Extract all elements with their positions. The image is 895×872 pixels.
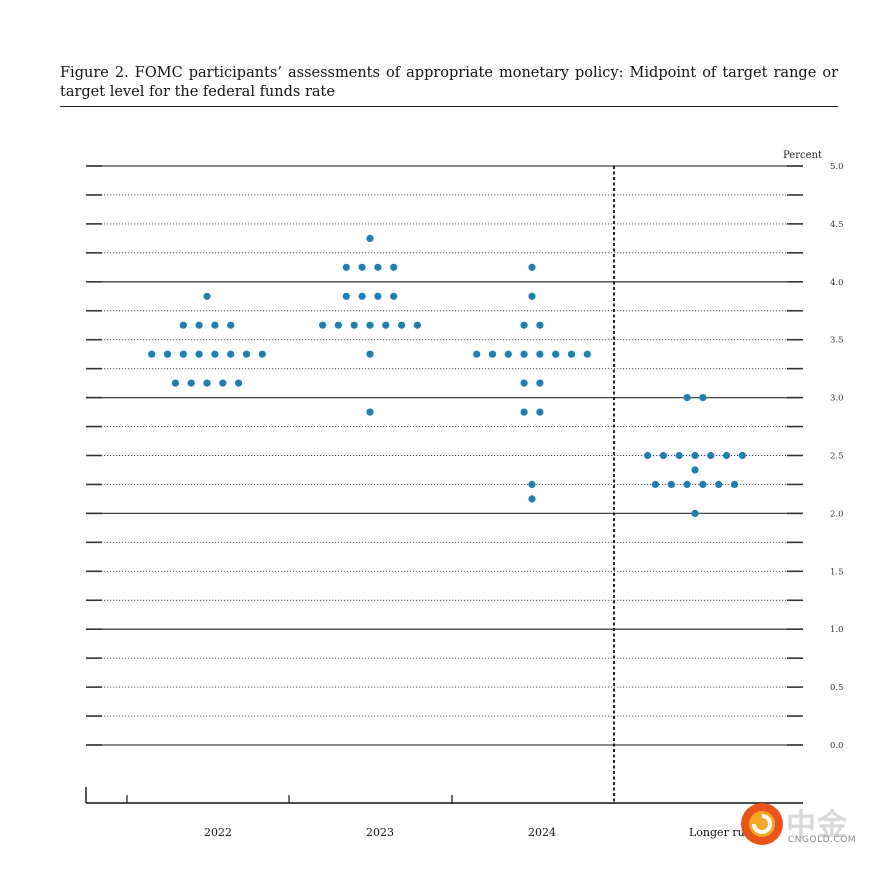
data-dot [699,394,707,402]
data-dot [683,394,691,402]
data-dot [488,350,497,358]
data-dot [342,263,350,271]
axis-labels: 0.0 0.5 1.0 1.5 2.0 2.5 3.0 3.5 4.0 4.5 5.0 Percent… [204,150,844,839]
data-dot [334,321,342,329]
data-dot [203,292,211,300]
y-tick-label: 5.0 [830,162,844,172]
data-dot [219,379,227,387]
logo-icon [741,803,783,845]
data-dot [473,350,481,358]
data-dot [366,234,374,242]
data-dot [667,480,675,488]
data-dot [528,292,536,300]
caption-rule [60,106,838,107]
data-dot [520,408,528,416]
y-tick-label: 4.5 [830,220,844,230]
data-dot [528,480,536,488]
data-dot [211,350,219,358]
data-dot [203,379,211,387]
data-dot [366,350,374,358]
data-dot [536,321,544,329]
data-dot [382,321,390,329]
data-dot [366,408,374,416]
data-dot [211,321,219,329]
data-dot [227,350,235,358]
data-dot [536,408,544,416]
y-tick-label: 3.0 [830,394,844,404]
data-dot [536,379,544,387]
data-dot [675,451,683,460]
data-dot [683,480,691,488]
data-dot [738,451,747,460]
data-dot [171,379,179,387]
data-dot [242,350,251,358]
data-dot [715,480,723,488]
y-tick-label: 3.5 [830,336,844,346]
y-tick-label: 0.5 [830,683,844,693]
x-tick-label: 2022 [204,826,232,839]
dots [148,234,747,517]
data-dot [691,451,699,460]
data-dot [342,292,350,300]
data-dot [644,451,652,460]
y-tick-label: 0.0 [830,741,844,751]
data-dot [398,321,406,329]
data-dot [319,321,327,329]
data-dot [195,350,203,358]
data-dot [195,321,203,329]
data-dot [567,350,576,358]
y-axis-label: Percent [783,150,822,161]
data-dot [528,495,536,503]
data-dot [358,263,366,271]
watermark-brand: 中金 [786,808,848,843]
data-dot [187,379,195,387]
data-dot [227,321,235,329]
data-dot [179,350,187,358]
data-dot [350,321,358,329]
data-dot [390,263,398,271]
data-dot [691,466,699,474]
data-dot [536,350,544,358]
y-tick-label: 2.5 [830,452,844,462]
data-dot [699,480,707,488]
data-dot [358,292,366,300]
data-dot [504,350,512,358]
data-dot [258,350,266,358]
data-dot [723,451,731,460]
figure-caption: Figure 2. FOMC participants’ assessments… [60,65,838,100]
data-dot [374,263,382,271]
data-dot [390,292,398,300]
data-dot [659,451,668,460]
data-dot [730,480,739,488]
data-dot [528,263,536,271]
y-tick-label: 1.0 [830,625,844,635]
data-dot [413,321,421,329]
data-dot [366,321,374,329]
x-tick-label: 2023 [366,826,394,839]
data-dot [374,292,382,300]
data-dot [235,379,243,387]
data-dot [163,350,172,358]
data-dot [552,350,560,358]
watermark-domain: CNGOLD.COM [788,835,857,845]
x-tick-label: 2024 [528,826,556,839]
y-tick-label: 2.0 [830,509,844,519]
watermark-logo: 中金 CNGOLD.COM [736,798,886,850]
data-dot [520,350,528,358]
data-dot [179,321,187,329]
x-tick-label: Longer run [689,826,752,839]
data-dot [148,350,156,358]
data-dot [520,379,528,387]
axes [85,166,803,804]
data-dot [651,480,660,488]
data-dot [583,350,591,358]
data-dot [691,509,699,517]
data-dot [707,451,715,460]
grid-lines [86,165,803,746]
data-dot [520,321,528,329]
y-tick-label: 4.0 [830,278,844,288]
y-tick-label: 1.5 [830,567,844,577]
